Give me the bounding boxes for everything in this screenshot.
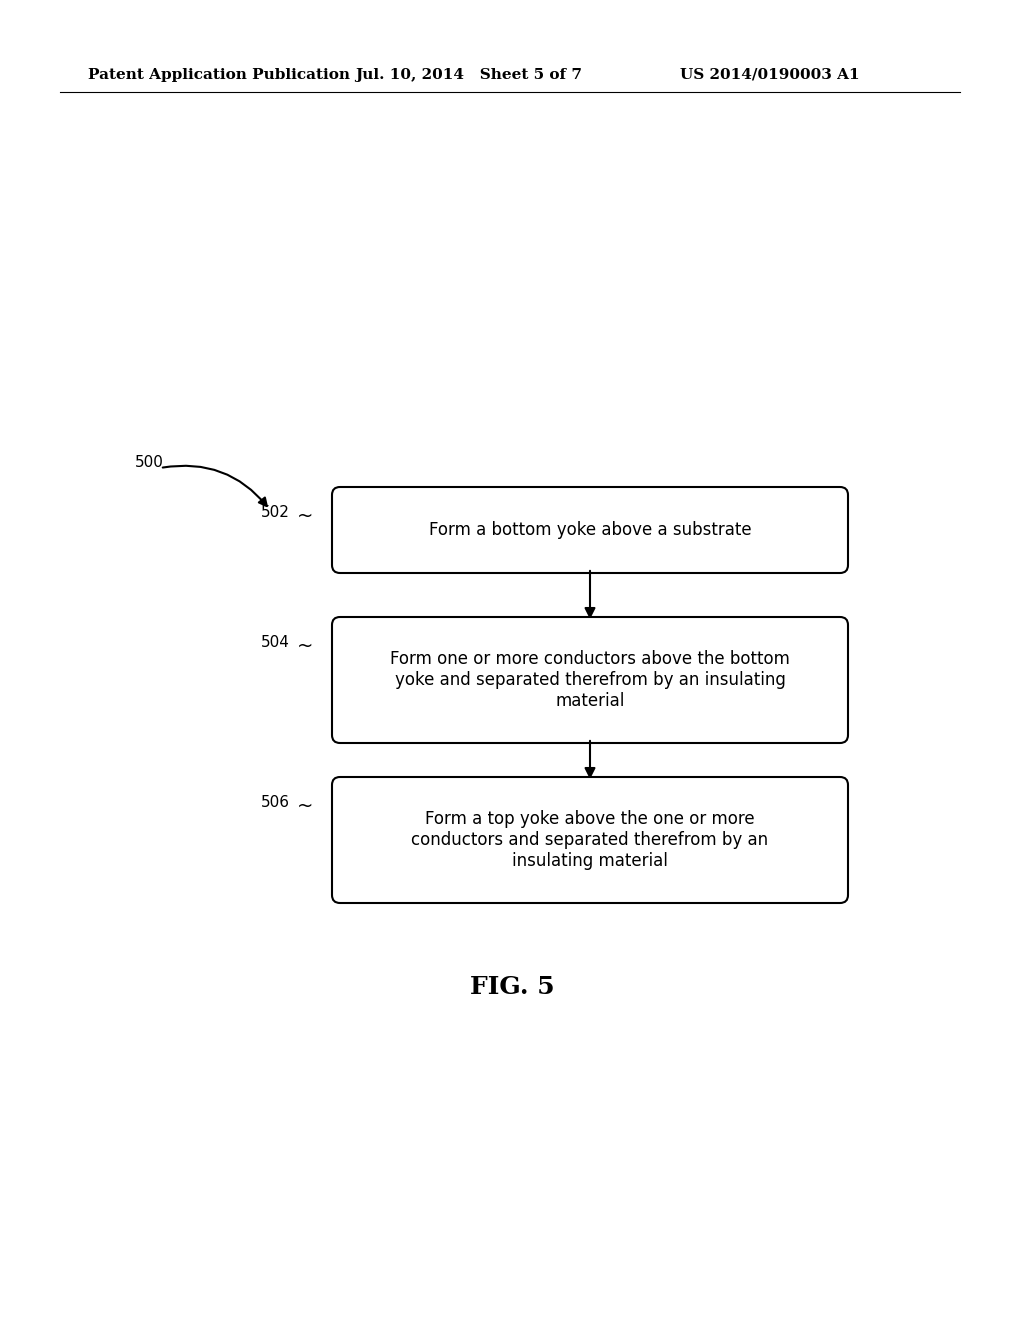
Text: 504: 504 xyxy=(261,635,290,649)
Text: 506: 506 xyxy=(261,795,290,810)
Text: 502: 502 xyxy=(261,506,290,520)
Text: FIG. 5: FIG. 5 xyxy=(470,975,554,999)
FancyBboxPatch shape xyxy=(332,616,848,743)
Text: US 2014/0190003 A1: US 2014/0190003 A1 xyxy=(680,69,859,82)
Text: ~: ~ xyxy=(297,507,313,525)
FancyBboxPatch shape xyxy=(332,487,848,573)
Text: Form a top yoke above the one or more
conductors and separated therefrom by an
i: Form a top yoke above the one or more co… xyxy=(412,810,769,870)
Text: ~: ~ xyxy=(297,638,313,656)
Text: Form one or more conductors above the bottom
yoke and separated therefrom by an : Form one or more conductors above the bo… xyxy=(390,651,790,710)
FancyBboxPatch shape xyxy=(332,777,848,903)
Text: Patent Application Publication: Patent Application Publication xyxy=(88,69,350,82)
Text: 500: 500 xyxy=(135,455,164,470)
Text: Jul. 10, 2014   Sheet 5 of 7: Jul. 10, 2014 Sheet 5 of 7 xyxy=(355,69,582,82)
Text: ~: ~ xyxy=(297,797,313,816)
Text: Form a bottom yoke above a substrate: Form a bottom yoke above a substrate xyxy=(429,521,752,539)
